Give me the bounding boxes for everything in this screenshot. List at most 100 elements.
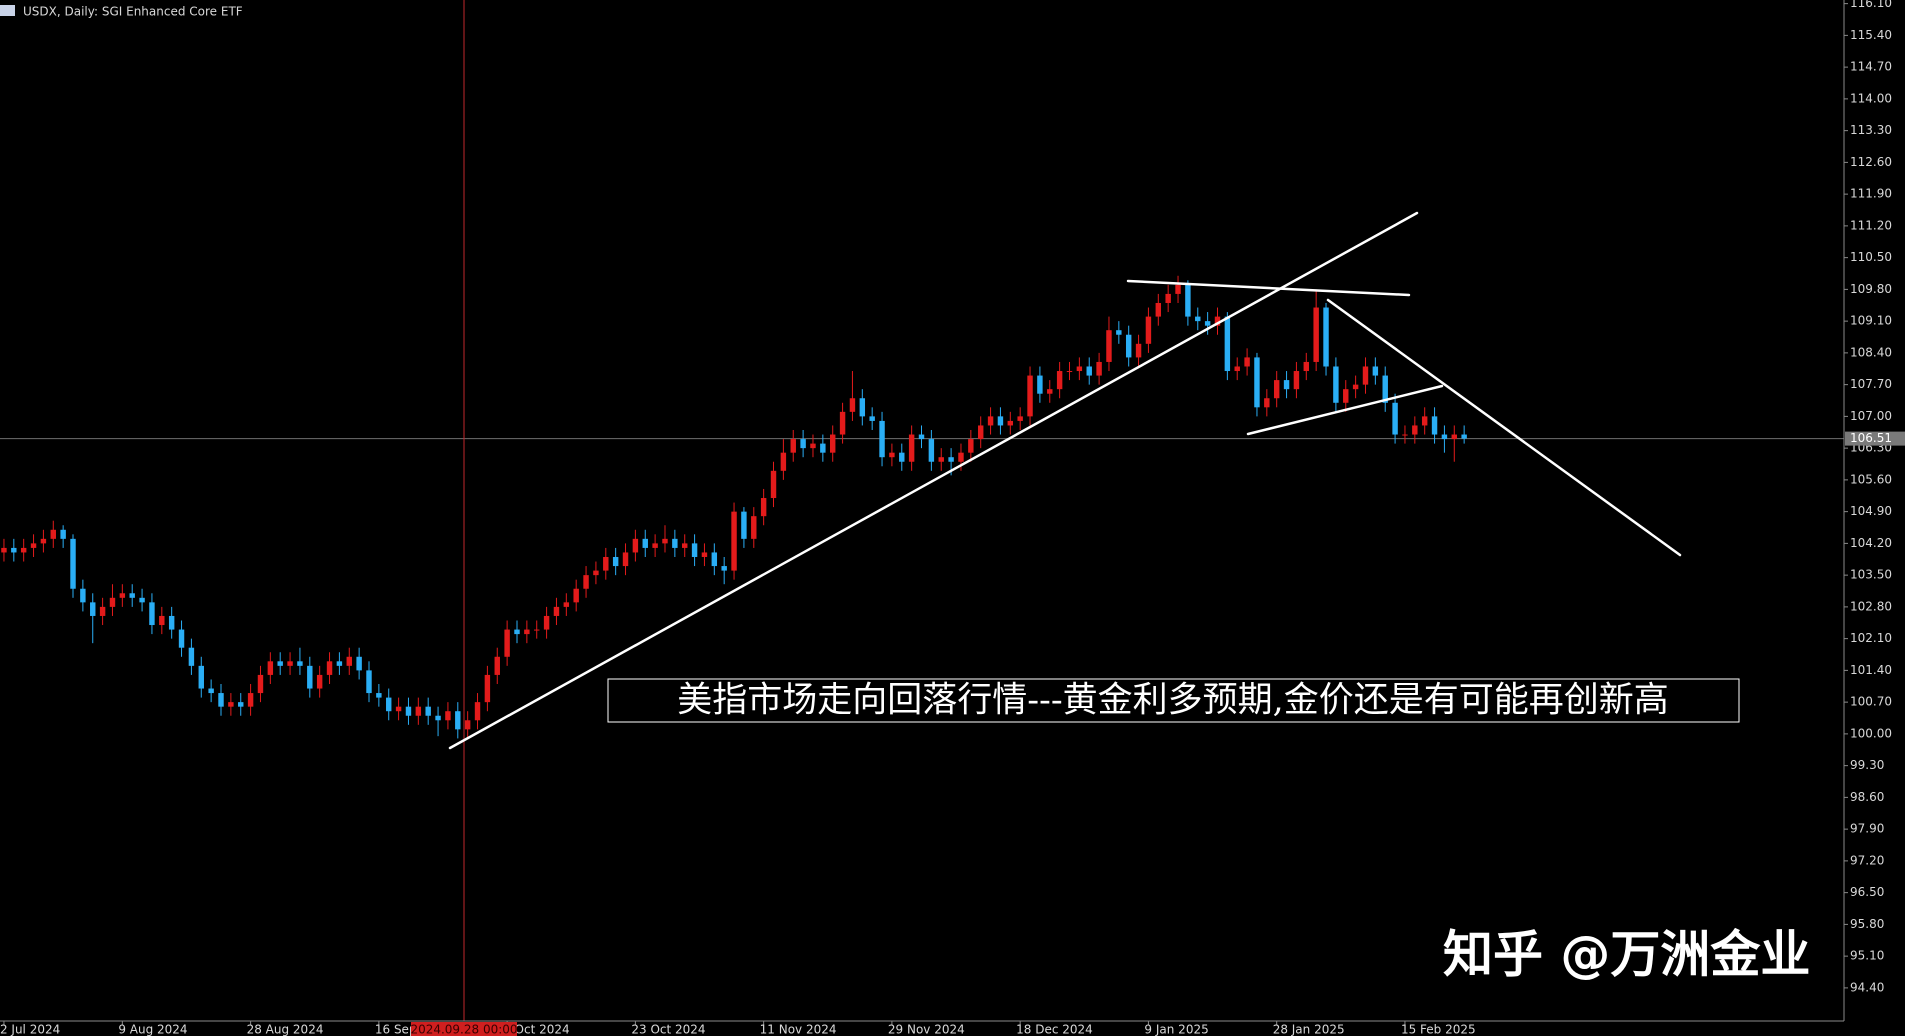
candle-body — [948, 457, 954, 462]
annotation: 美指市场走向回落行情---黄金利多预期,金价还是有可能再创新高 — [677, 681, 1669, 721]
candle-body — [267, 661, 274, 675]
candle-body — [90, 602, 96, 616]
y-tick-label: 96.50 — [1850, 885, 1884, 899]
candle-body — [40, 538, 47, 544]
x-tick-label: 18 Dec 2024 — [1016, 1023, 1093, 1036]
x-tick-label: 28 Aug 2024 — [247, 1023, 324, 1036]
y-tick-label: 107.00 — [1850, 409, 1892, 423]
x-tick-label: 9 Jan 2025 — [1144, 1023, 1208, 1036]
candle-body — [543, 615, 550, 630]
y-tick-label: 113.30 — [1850, 123, 1892, 137]
flag-icon — [0, 5, 15, 16]
candle-body — [218, 693, 224, 707]
candle-body — [405, 706, 412, 716]
candle-body — [1323, 307, 1329, 367]
y-tick-label: 95.10 — [1850, 949, 1884, 963]
x-tick-label: 28 Jan 2025 — [1273, 1023, 1345, 1036]
candle-body — [534, 629, 540, 631]
candle-body — [70, 538, 76, 589]
x-tick-label: 29 Nov 2024 — [888, 1023, 965, 1036]
candle-body — [60, 529, 66, 539]
candle-body — [938, 457, 944, 462]
y-tick-label: 100.70 — [1850, 695, 1892, 709]
y-tick-label: 114.70 — [1850, 60, 1892, 74]
candle-body — [652, 543, 658, 548]
candle-body — [1135, 343, 1142, 358]
candle-body — [928, 439, 935, 462]
x-tick-label: 4 Oct 2024 — [503, 1023, 570, 1036]
trend-line — [448, 211, 1419, 750]
candle-body — [1264, 398, 1270, 408]
candle-body — [1145, 316, 1152, 344]
y-tick-label: 111.20 — [1850, 218, 1892, 232]
candle-body — [139, 597, 145, 603]
y-tick-label: 110.50 — [1850, 250, 1892, 264]
trend-line — [1246, 384, 1444, 436]
candle-body — [474, 702, 481, 721]
candle-body — [1283, 380, 1290, 390]
candle-body — [1076, 366, 1083, 372]
candle-body — [1352, 384, 1359, 390]
candle-body — [1, 547, 7, 553]
candle-body — [455, 711, 461, 730]
candle-body — [810, 443, 816, 449]
candle-body — [563, 602, 570, 607]
candle-body — [326, 661, 333, 675]
candle-body — [386, 697, 392, 712]
y-tick-label: 111.90 — [1850, 187, 1892, 201]
y-tick-label: 114.00 — [1850, 91, 1892, 105]
candle-body — [366, 670, 372, 694]
candle-body — [987, 416, 994, 426]
candle-body — [800, 439, 806, 449]
candle-body — [50, 529, 56, 539]
candle-body — [504, 629, 510, 657]
candle-body — [879, 420, 885, 458]
candle-body — [1185, 284, 1191, 317]
y-tick-label: 116.10 — [1850, 0, 1892, 10]
candle-body — [593, 570, 599, 576]
symbol-label: USDX, Daily: SGI Enhanced Core ETF — [23, 5, 243, 19]
candle-body — [1017, 416, 1023, 421]
x-tick-label: 15 Feb 2025 — [1401, 1023, 1476, 1036]
candle-body — [1066, 371, 1073, 373]
candle-body — [820, 443, 826, 453]
candle-body — [1273, 380, 1280, 399]
candle-body — [790, 439, 796, 453]
candle-body — [20, 547, 27, 553]
watermark: 知乎 @万洲金业 — [1443, 926, 1810, 984]
candle-body — [1116, 330, 1122, 335]
trend-line — [1126, 279, 1411, 297]
candle-body — [1303, 361, 1310, 372]
candle-body — [346, 656, 352, 666]
y-tick-label: 100.00 — [1850, 726, 1892, 740]
candle-body — [149, 602, 155, 626]
candle-body — [316, 674, 323, 689]
candle-body — [741, 511, 747, 539]
current-price-label: 106.51 — [1850, 431, 1892, 445]
candle-body — [119, 593, 126, 598]
candle-body — [336, 661, 343, 666]
candle-body — [80, 588, 86, 603]
candle-body — [178, 629, 185, 648]
current-price-box — [1845, 431, 1905, 446]
y-tick-label: 95.80 — [1850, 917, 1884, 931]
y-tick-label: 103.50 — [1850, 568, 1892, 582]
crosshair-label: 2024.09.28 00:00 — [410, 1023, 517, 1036]
y-tick-label: 104.20 — [1850, 536, 1892, 550]
candle-body — [711, 552, 718, 567]
candle-body — [1392, 402, 1398, 435]
candle-body — [1195, 316, 1201, 322]
candle-body — [603, 556, 609, 571]
y-tick-label: 97.90 — [1850, 822, 1884, 836]
candle-body — [1372, 366, 1379, 376]
candle-body — [662, 538, 668, 544]
candle-body — [889, 452, 895, 458]
candle-body — [849, 398, 856, 412]
candle-body — [672, 538, 678, 548]
candle-body — [257, 674, 264, 694]
candle-body — [1234, 366, 1240, 372]
candle-body — [395, 706, 402, 712]
